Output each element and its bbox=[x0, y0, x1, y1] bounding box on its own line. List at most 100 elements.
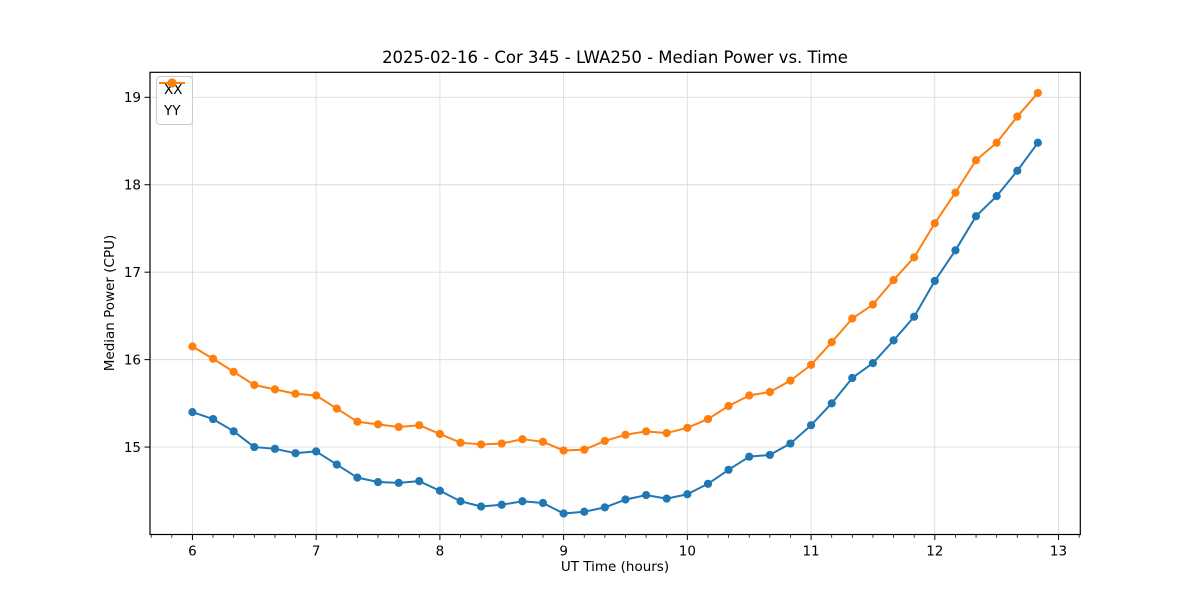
series-XX-point bbox=[992, 192, 1001, 201]
series-YY-point bbox=[538, 437, 548, 446]
x-tick-label: 12 bbox=[926, 544, 943, 560]
series-XX-point bbox=[786, 439, 795, 448]
series-YY-point bbox=[332, 404, 341, 413]
series-YY-point bbox=[415, 421, 424, 430]
x-tick-label: 6 bbox=[188, 544, 197, 560]
series-YY-point bbox=[518, 435, 527, 444]
x-tick-label: 7 bbox=[312, 544, 321, 560]
series-XX-point bbox=[415, 477, 424, 486]
series-YY-point bbox=[394, 422, 403, 432]
series-XX-point bbox=[229, 427, 238, 436]
series-XX-point bbox=[209, 414, 218, 424]
series-YY-point bbox=[827, 338, 836, 347]
x-tick-label: 9 bbox=[559, 544, 568, 560]
series-XX-point bbox=[1013, 166, 1022, 175]
series-XX-point bbox=[600, 503, 609, 512]
y-axis-label: Median Power (CPU) bbox=[102, 234, 118, 372]
series-YY-point bbox=[786, 376, 795, 385]
series-YY-point bbox=[930, 219, 939, 228]
series-XX-point bbox=[683, 490, 692, 499]
series-XX-point bbox=[971, 212, 981, 221]
series-XX-point bbox=[930, 276, 939, 286]
series-XX-point bbox=[662, 494, 671, 503]
x-axis-label: UT Time (hours) bbox=[560, 559, 670, 575]
series-XX-point bbox=[745, 452, 754, 461]
series-XX-point bbox=[456, 497, 465, 506]
series-XX-point bbox=[642, 491, 651, 500]
legend-entry-yy: YY bbox=[159, 78, 185, 120]
y-tick-label: 17 bbox=[124, 265, 141, 281]
series-YY-point bbox=[209, 354, 218, 363]
x-tick-label: 13 bbox=[1050, 544, 1067, 560]
legend-label-xx: XX bbox=[164, 82, 183, 98]
series-YY-point bbox=[600, 436, 609, 446]
series-XX-point bbox=[250, 442, 259, 452]
x-tick-label: 11 bbox=[802, 544, 819, 560]
series-XX-point bbox=[188, 407, 197, 417]
series-YY-point bbox=[992, 138, 1001, 147]
series-XX-point bbox=[497, 500, 506, 509]
series-XX-point bbox=[765, 450, 774, 460]
series-XX-point bbox=[518, 497, 527, 506]
series-YY-point bbox=[848, 314, 857, 323]
series-YY-point bbox=[642, 427, 651, 436]
series-XX-point bbox=[435, 486, 444, 495]
series-YY-point bbox=[559, 446, 568, 455]
series-XX-point bbox=[312, 447, 321, 456]
series-YY-point bbox=[456, 438, 465, 447]
series-XX-point bbox=[291, 449, 300, 458]
gridlines bbox=[150, 72, 1081, 535]
series-YY-point bbox=[291, 389, 300, 398]
series-YY-point bbox=[373, 420, 383, 429]
legend-line-marker-icon bbox=[159, 78, 185, 88]
series-XX-point bbox=[951, 246, 960, 255]
series-XX-point bbox=[827, 399, 836, 408]
series-XX-line bbox=[191, 141, 1039, 515]
series-XX-point bbox=[848, 373, 857, 383]
plot-spines bbox=[149, 71, 1081, 536]
axis-ticks bbox=[144, 96, 1080, 540]
series-YY-point bbox=[703, 414, 713, 424]
series-YY-point bbox=[1013, 112, 1022, 121]
series-XX-point bbox=[868, 359, 878, 368]
series-XX-point bbox=[1033, 138, 1042, 147]
series-XX-point bbox=[806, 421, 816, 430]
y-tick-label: 19 bbox=[124, 90, 141, 106]
y-tick-label: 16 bbox=[124, 352, 141, 368]
series-YY-point bbox=[497, 439, 506, 448]
series-YY-point bbox=[476, 440, 486, 449]
series-XX-point bbox=[332, 460, 341, 469]
legend: XX YY bbox=[156, 76, 193, 125]
y-tick-label: 15 bbox=[124, 440, 141, 456]
chart-title: 2025-02-16 - Cor 345 - LWA250 - Median P… bbox=[382, 48, 848, 67]
series-YY-point bbox=[229, 367, 238, 376]
x-tick-label: 10 bbox=[679, 544, 696, 560]
series-XX-point bbox=[889, 336, 898, 345]
series-YY-point bbox=[765, 387, 774, 397]
series-XX-point bbox=[724, 465, 733, 474]
series-XX-point bbox=[703, 479, 713, 488]
series-YY-point bbox=[580, 445, 589, 454]
series-XX-point bbox=[910, 312, 919, 321]
series-XX-point bbox=[373, 477, 383, 487]
series-YY-point bbox=[745, 391, 754, 400]
series-YY-point bbox=[435, 429, 444, 439]
series-YY-point bbox=[806, 360, 816, 369]
series-XX-point bbox=[353, 473, 362, 482]
legend-label-yy: YY bbox=[164, 103, 181, 119]
series-XX-point bbox=[270, 444, 280, 453]
data-series bbox=[188, 88, 1042, 518]
series-YY-point bbox=[621, 430, 630, 439]
series-YY-point bbox=[188, 342, 197, 351]
series-XX-point bbox=[580, 507, 589, 516]
series-XX-point bbox=[538, 498, 548, 508]
series-YY-point bbox=[971, 156, 981, 165]
series-YY-point bbox=[250, 380, 259, 390]
series-XX-point bbox=[394, 478, 403, 488]
series-YY-point bbox=[910, 253, 919, 262]
series-XX-point bbox=[476, 502, 486, 511]
series-YY-point bbox=[312, 391, 321, 400]
series-YY-point bbox=[724, 401, 733, 411]
